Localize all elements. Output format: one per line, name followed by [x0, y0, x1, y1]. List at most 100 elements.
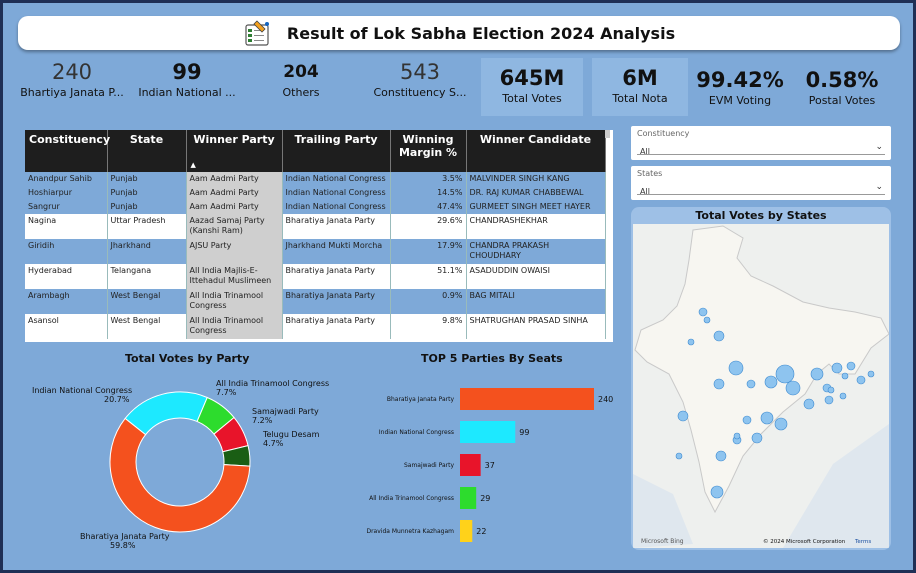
table-cell: West Bengal — [107, 289, 187, 314]
state-bubble[interactable] — [785, 380, 801, 396]
table-row[interactable]: Asansol West Bengal All India Trinamool Co… — [25, 314, 606, 339]
bar[interactable] — [460, 421, 516, 443]
state-bubble[interactable] — [715, 450, 727, 462]
table-cell: 17.9% — [390, 239, 467, 264]
state-bubble[interactable] — [764, 375, 778, 389]
state-bubble[interactable] — [774, 417, 788, 431]
bar[interactable] — [460, 520, 473, 542]
donut-title: Total Votes by Party — [125, 352, 250, 365]
map-title: Total Votes by States — [695, 209, 827, 222]
table-row[interactable]: Arambagh West Bengal All India Trinamool C… — [25, 289, 606, 314]
state-bubble[interactable] — [760, 411, 774, 425]
table-header-row: Constituency State Winner Party Trailing… — [25, 130, 606, 172]
column-header[interactable]: State — [107, 130, 187, 172]
chevron-down-icon[interactable]: ⌄ — [875, 142, 883, 152]
page-title: Result of Lok Sabha Election 2024 Analys… — [286, 23, 676, 43]
map-terms-link[interactable]: Terms — [854, 539, 871, 545]
table-row[interactable]: Hoshiarpur Punjab Aam Aadmi Party Indian Na… — [25, 186, 606, 200]
state-bubble[interactable] — [856, 375, 866, 385]
states-slicer[interactable]: States All ⌄ — [631, 166, 891, 200]
state-bubble[interactable] — [746, 379, 756, 389]
slicer-label: Constituency — [637, 129, 690, 138]
table-cell: Bharatiya Janata Party — [282, 314, 391, 339]
constituency-slicer[interactable]: Constituency All ⌄ — [631, 126, 891, 160]
table-cell: Punjab — [107, 186, 187, 200]
state-bubble[interactable] — [841, 372, 849, 380]
table-cell: Bharatiya Janata Party — [282, 264, 391, 289]
kpi-value: 0.58% — [805, 68, 879, 92]
donut-chart[interactable] — [100, 382, 260, 542]
table-cell: CHANDRASHEKHAR — [466, 214, 606, 239]
column-header[interactable]: Winning Margin % — [390, 130, 467, 172]
kpi-value: 6M — [622, 66, 658, 90]
slicer-underline — [637, 194, 885, 195]
bar[interactable] — [460, 388, 594, 410]
table-scrollbar[interactable] — [605, 130, 610, 138]
state-bubble[interactable] — [698, 307, 708, 317]
slicer-value[interactable]: All — [640, 187, 650, 196]
chevron-down-icon[interactable]: ⌄ — [875, 182, 883, 192]
state-bubble[interactable] — [824, 395, 834, 405]
kpi-label: Indian National ... — [138, 86, 236, 99]
state-bubble[interactable] — [803, 398, 815, 410]
table-cell: BAG MITALI — [466, 289, 606, 314]
bar[interactable] — [460, 454, 481, 476]
table-cell: Bharatiya Janata Party — [282, 289, 391, 314]
state-bubble[interactable] — [728, 360, 744, 376]
table-cell: 0.9% — [390, 289, 467, 314]
bar-chart[interactable]: Bharatiya Janata Party 240 Indian National… — [330, 380, 630, 550]
column-header[interactable]: Trailing Party — [282, 130, 391, 172]
table-row[interactable]: Nagina Uttar Pradesh Aazad Samaj Party (Ka… — [25, 214, 606, 239]
state-bubble[interactable] — [810, 367, 824, 381]
state-bubble[interactable] — [703, 316, 711, 324]
table-row[interactable]: Giridih Jharkhand AJSU Party Jharkhand Mukt… — [25, 239, 606, 264]
donut-slice[interactable] — [109, 417, 251, 533]
kpi-bjp-seats: 240 Bhartiya Janata P... — [18, 58, 126, 116]
state-bubble[interactable] — [831, 362, 843, 374]
state-bubble[interactable] — [775, 364, 795, 384]
table-cell: Aam Aadmi Party — [186, 172, 283, 186]
state-bubble[interactable] — [677, 410, 689, 422]
voting-hand-icon — [243, 19, 273, 47]
table-cell: Aam Aadmi Party — [186, 200, 283, 214]
state-bubble[interactable] — [713, 378, 725, 390]
state-bubble[interactable] — [710, 485, 724, 499]
column-header[interactable]: Constituency — [25, 130, 110, 172]
state-bubble[interactable] — [742, 415, 752, 425]
donut-label-inc: Indian National Congress 20.7% — [32, 386, 133, 404]
kpi-constituency-seats: 543 Constituency S... — [372, 58, 468, 116]
results-table[interactable]: Constituency State Winner Party Trailing… — [25, 130, 613, 342]
table-cell: GURMEET SINGH MEET HAYER — [466, 200, 606, 214]
table-cell: Jharkhand Mukti Morcha — [282, 239, 391, 264]
state-bubble[interactable] — [846, 361, 856, 371]
kpi-label: Postal Votes — [808, 94, 876, 107]
donut-label-bjp: Bharatiya Janata Party 59.8% — [80, 532, 170, 550]
kpi-label: Bhartiya Janata P... — [20, 86, 124, 99]
kpi-value: 204 — [283, 62, 319, 82]
table-cell: Hoshiarpur — [25, 186, 108, 200]
state-bubble[interactable] — [751, 432, 763, 444]
kpi-total-votes: 645M Total Votes — [481, 58, 583, 116]
state-bubble[interactable] — [867, 370, 875, 378]
state-bubble[interactable] — [713, 330, 725, 342]
table-row[interactable]: Sangrur Punjab Aam Aadmi Party Indian Natio… — [25, 200, 606, 214]
kpi-label: EVM Voting — [708, 94, 772, 107]
state-bubble[interactable] — [675, 452, 683, 460]
state-bubble[interactable] — [733, 432, 741, 440]
table-row[interactable]: Hyderabad Telangana All India Majlis-E-Itt… — [25, 264, 606, 289]
table-cell: Asansol — [25, 314, 108, 339]
map-canvas[interactable]: Microsoft Bing © 2024 Microsoft Corporat… — [633, 224, 889, 548]
bar[interactable] — [460, 487, 477, 509]
table-cell: Uttar Pradesh — [107, 214, 187, 239]
table-row[interactable]: Anandpur Sahib Punjab Aam Aadmi Party India… — [25, 172, 606, 186]
state-bubble[interactable] — [839, 392, 847, 400]
slicer-value[interactable]: All — [640, 147, 650, 156]
state-bubble[interactable] — [827, 386, 835, 394]
table-cell: Hyderabad — [25, 264, 108, 289]
kpi-inc-seats: 99 Indian National ... — [136, 58, 238, 116]
column-header[interactable]: Winner Party — [186, 130, 283, 172]
table-cell: 3.5% — [390, 172, 467, 186]
column-header[interactable]: Winner Candidate — [466, 130, 606, 172]
votes-by-state-map[interactable]: Total Votes by States Microsoft Bing © 2… — [631, 207, 891, 550]
state-bubble[interactable] — [687, 338, 695, 346]
